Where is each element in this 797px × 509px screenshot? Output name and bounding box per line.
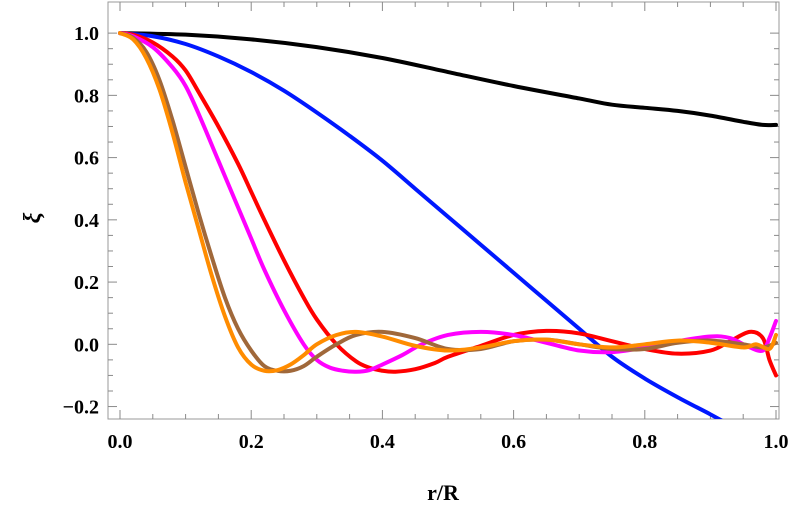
plot-frame <box>107 1 780 420</box>
series-layer <box>118 31 778 419</box>
tick-labels: 0.0 0.2 0.4 0.6 0.8 1.0 −0.2 0.0 0.2 0.4 0.6 0.8 1.0 <box>63 23 789 453</box>
series-line-red <box>118 31 778 378</box>
y-tick-label-5: 0.8 <box>74 85 99 107</box>
x-tick-label-0: 0.0 <box>108 431 133 453</box>
x-axis-label: r/R <box>427 480 460 505</box>
y-tick-label-0: −0.2 <box>63 397 99 419</box>
y-tick-label-3: 0.4 <box>74 210 99 232</box>
series-line-orange <box>118 31 778 374</box>
series-line-brown <box>118 31 778 374</box>
series-line-black <box>118 31 778 128</box>
y-tick-label-2: 0.2 <box>74 272 99 294</box>
series-line-magenta <box>118 31 778 374</box>
y-tick-label-1: 0.0 <box>74 334 99 356</box>
x-tick-label-5: 1.0 <box>764 431 789 453</box>
y-axis-label: ξ <box>20 212 46 223</box>
x-tick-label-3: 0.6 <box>501 431 526 453</box>
series-line-blue <box>118 31 724 419</box>
x-tick-label-2: 0.4 <box>370 431 395 453</box>
x-tick-label-1: 0.2 <box>239 431 264 453</box>
x-tick-label-4: 0.8 <box>632 431 657 453</box>
y-tick-label-6: 1.0 <box>74 23 99 45</box>
y-tick-label-4: 0.6 <box>74 148 99 170</box>
